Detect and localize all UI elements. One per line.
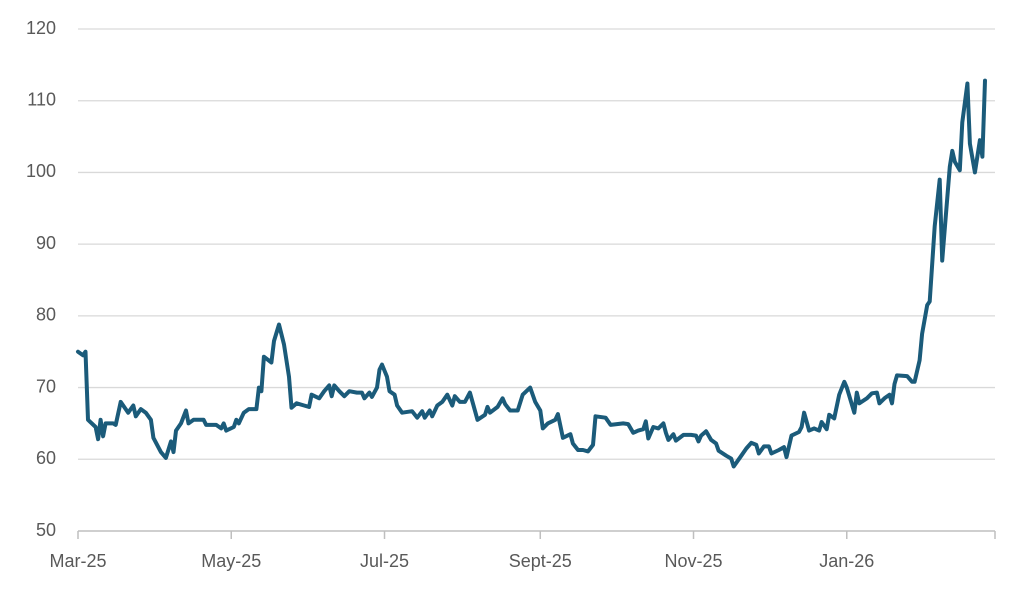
y-tick-label: 110 xyxy=(27,89,56,109)
y-tick-label: 120 xyxy=(26,18,56,38)
y-tick-label: 80 xyxy=(36,305,56,325)
line-series xyxy=(76,78,987,469)
x-tick-label: Sept-25 xyxy=(509,551,572,571)
y-tick-label: 100 xyxy=(26,161,56,181)
y-tick-label: 60 xyxy=(36,448,56,468)
x-tick-label: May-25 xyxy=(201,551,261,571)
x-tick-label: Mar-25 xyxy=(49,551,106,571)
y-tick-label: 50 xyxy=(36,520,56,540)
y-tick-label: 90 xyxy=(36,233,56,253)
x-tick-label: Jul-25 xyxy=(360,551,409,571)
x-tick-label: Nov-25 xyxy=(665,551,723,571)
x-tick-label: Jan-26 xyxy=(819,551,874,571)
y-tick-label: 70 xyxy=(36,376,56,396)
